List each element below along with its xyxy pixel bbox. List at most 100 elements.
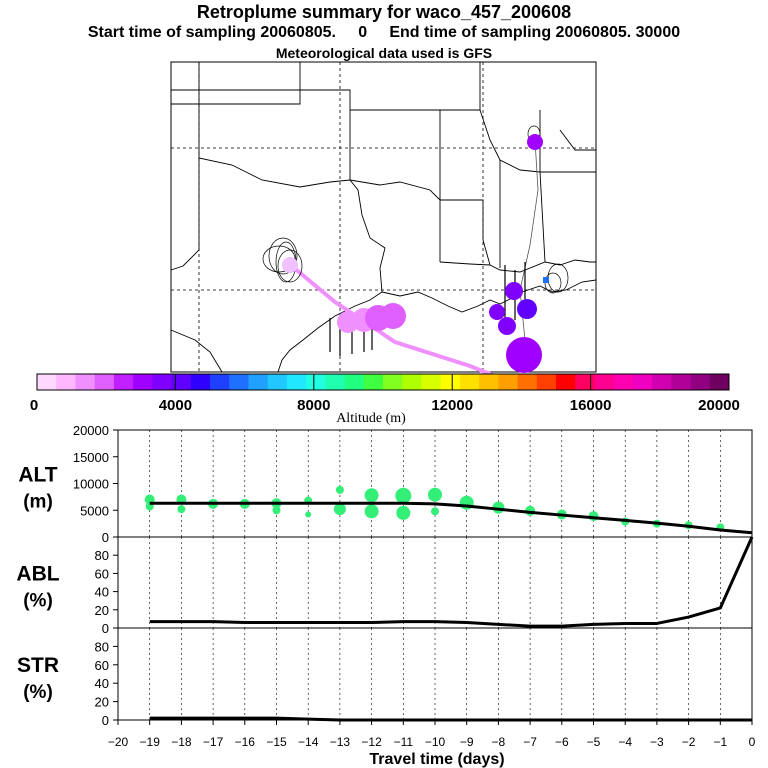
x-tick-label: −20 — [108, 735, 129, 749]
y-tick-label: 60 — [95, 658, 109, 673]
scatter-point — [428, 487, 442, 502]
x-tick-label: −10 — [425, 735, 446, 749]
colorbar-swatch — [594, 374, 615, 390]
scatter-point — [333, 503, 346, 516]
scatter-point — [396, 505, 411, 520]
panel-str: 0 20 40 60 80 STR (%) — [17, 627, 753, 728]
colorbar-swatch — [383, 374, 403, 390]
colorbar-swatch — [152, 374, 172, 390]
colorbar-swatch — [652, 374, 672, 390]
y-tick-label: 0 — [102, 713, 109, 728]
scatter-point — [305, 511, 312, 518]
x-tick-label: −16 — [235, 735, 256, 749]
colorbar-swatch — [113, 374, 134, 390]
x-tick-label: −1 — [713, 735, 727, 749]
panel-abl: 0 20 40 60 80 ABL (%) — [16, 536, 754, 636]
x-tick-label: −12 — [361, 735, 382, 749]
x-tick-label: −3 — [650, 735, 664, 749]
y-tick-label: 20 — [95, 603, 109, 618]
y-axis-label-unit: (%) — [23, 682, 53, 703]
colorbar-swatch — [556, 374, 576, 390]
plume-marker — [543, 277, 549, 283]
series-line — [149, 501, 753, 535]
plume-main-path — [285, 260, 501, 380]
scatter-point — [364, 488, 379, 503]
colorbar-swatch — [171, 374, 192, 390]
scatter-point — [395, 487, 412, 504]
y-tick-label: 20 — [95, 695, 109, 710]
colorbar-swatch — [325, 374, 345, 390]
colorbar-tick-label: 16000 — [570, 397, 612, 414]
x-tick-label: −11 — [394, 735, 414, 749]
y-tick-label: 40 — [95, 585, 109, 600]
y-axis-label: STR — [17, 654, 59, 677]
colorbar-tick-label: 12000 — [431, 397, 473, 414]
y-tick-label: 40 — [95, 676, 109, 691]
meteorological-data-note: Meteorological data used is GFS — [275, 45, 493, 61]
x-tick-label: −13 — [330, 735, 351, 749]
y-tick-label: 0 — [102, 621, 109, 636]
colorbar-swatch — [363, 374, 384, 390]
scatter-point — [431, 507, 439, 516]
y-tick-label: 15000 — [73, 450, 109, 465]
plume-marker — [527, 134, 543, 150]
plume-marker — [282, 257, 298, 273]
colorbar-swatch — [286, 374, 307, 390]
series-line — [149, 716, 752, 722]
plume-marker — [498, 317, 516, 335]
plume-marker — [489, 304, 505, 320]
colorbar-swatch — [575, 374, 595, 390]
x-tick-label: −15 — [266, 735, 287, 749]
x-tick-label: −18 — [171, 735, 192, 749]
colorbar-swatch — [440, 374, 461, 390]
colorbar-swatch — [133, 374, 153, 390]
scatter-point — [177, 505, 186, 514]
x-tick-label: −2 — [682, 735, 696, 749]
sampling-time-subtitle: Start time of sampling 20060805. 0 End t… — [87, 24, 681, 41]
y-tick-label: 10000 — [73, 477, 109, 492]
x-axis-label: Travel time (days) — [369, 751, 504, 768]
colorbar-swatch — [306, 374, 326, 390]
x-tick-label: −9 — [460, 735, 474, 749]
scatter-point — [272, 506, 281, 515]
colorbar-swatch — [190, 374, 211, 390]
x-tick-label: −8 — [492, 735, 506, 749]
colorbar-axis-label: Altitude (m) — [336, 411, 406, 426]
altitude-colorbar: 0 4000 8000 12000 16000 20000 — [30, 373, 740, 414]
time-series-panels: 0 5000 10000 15000 20000 ALT (m) 0 20 40 60 80 ABL (%… — [16, 423, 755, 768]
scatter-point — [364, 504, 379, 519]
map-panel — [170, 61, 597, 380]
x-tick-label: −17 — [203, 735, 224, 749]
y-tick-label: 0 — [102, 530, 109, 545]
colorbar-swatch — [459, 374, 480, 390]
y-axis-label: ABL — [16, 563, 59, 586]
y-tick-label: 5000 — [80, 503, 109, 518]
colorbar-swatch — [671, 374, 691, 390]
colorbar-tick-label: 0 — [30, 397, 38, 414]
y-tick-label: 20000 — [73, 423, 109, 438]
colorbar-swatch — [517, 374, 538, 390]
colorbar-swatch — [402, 374, 422, 390]
colorbar-swatch — [37, 374, 57, 390]
plume-marker — [506, 337, 542, 373]
y-axis-label-unit: (m) — [23, 492, 53, 513]
colorbar-swatch — [690, 374, 711, 390]
scatter-point — [335, 485, 344, 494]
x-tick-label: 0 — [749, 735, 756, 749]
chart-title: Retroplume summary for waco_457_200608 — [196, 2, 572, 22]
y-tick-label: 80 — [95, 548, 109, 563]
colorbar-swatch — [94, 374, 115, 390]
map-boundaries — [170, 62, 597, 373]
plume-marker — [505, 282, 523, 300]
colorbar-swatch — [210, 374, 230, 390]
colorbar-swatch — [709, 374, 730, 390]
x-tick-label: −19 — [140, 735, 161, 749]
x-tick-label: −14 — [298, 735, 319, 749]
y-axis-label-unit: (%) — [23, 591, 53, 612]
y-tick-label: 80 — [95, 639, 109, 654]
plume-marker — [517, 299, 537, 319]
colorbar-swatch — [498, 374, 518, 390]
colorbar-tick-label: 8000 — [297, 397, 330, 414]
series-line — [149, 536, 754, 628]
